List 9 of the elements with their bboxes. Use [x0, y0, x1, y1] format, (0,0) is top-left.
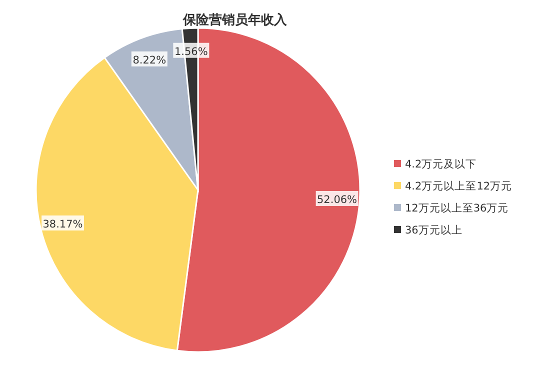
- data-label: 8.22%: [132, 54, 166, 66]
- legend-label: 4.2万元以上至12万元: [405, 180, 512, 192]
- legend-label: 4.2万元及以下: [405, 158, 477, 170]
- legend-label: 36万元以上: [405, 224, 462, 236]
- chart-title: 保险营销员年收入: [182, 12, 288, 28]
- legend-label: 12万元以上至36万元: [405, 202, 509, 214]
- data-label: 52.06%: [317, 194, 358, 206]
- data-label: 38.17%: [42, 218, 83, 230]
- data-label: 1.56%: [174, 46, 208, 58]
